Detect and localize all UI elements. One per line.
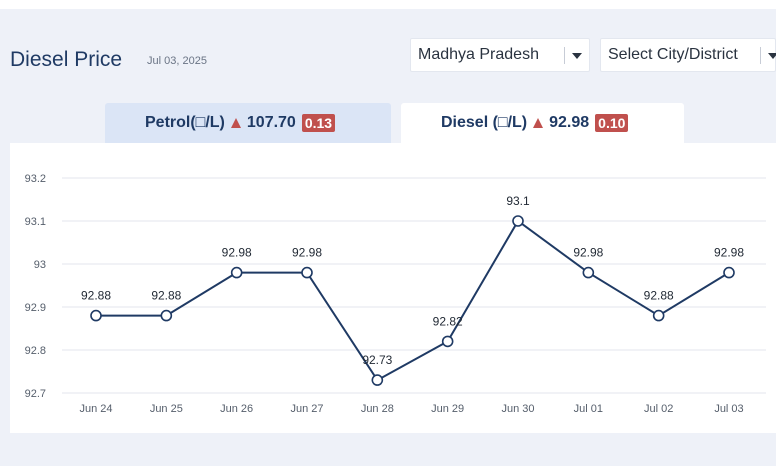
- x-tick-label: Jul 01: [574, 403, 603, 415]
- x-tick-label: Jun 28: [361, 403, 394, 415]
- y-tick-label: 92.8: [25, 345, 46, 357]
- x-tick-label: Jul 02: [644, 403, 673, 415]
- y-tick-label: 92.7: [25, 388, 46, 400]
- data-point: [301, 266, 313, 279]
- series-line: [96, 219, 730, 382]
- data-label: 92.73: [362, 353, 392, 367]
- x-tick-label: Jun 24: [79, 403, 112, 415]
- x-tick-label: Jun 29: [431, 403, 464, 415]
- data-label: 92.88: [81, 289, 111, 303]
- data-point: [441, 335, 454, 348]
- data-point: [582, 266, 595, 279]
- data-label: 93.1: [506, 194, 530, 208]
- data-point: [723, 266, 735, 279]
- tab-petrol-label: Petrol(□/L): [145, 114, 225, 131]
- data-label: 92.98: [222, 246, 252, 260]
- data-point: [512, 215, 524, 227]
- x-tick-label: Jul 03: [714, 403, 743, 415]
- x-tick-label: Jun 27: [290, 403, 323, 415]
- y-tick-label: 93: [34, 259, 46, 271]
- y-tick-label: 93.1: [25, 216, 46, 228]
- chevron-down-icon[interactable]: [768, 53, 776, 59]
- data-label: 92.88: [644, 289, 674, 303]
- data-label: 92.88: [151, 289, 181, 303]
- page-header: Diesel Price Jul 03, 2025 Madhya Pradesh…: [0, 22, 776, 102]
- tab-petrol-change-badge: 0.13: [301, 114, 336, 132]
- x-tick-label: Jun 25: [150, 403, 183, 415]
- tab-diesel-label: Diesel (□/L): [441, 114, 528, 131]
- data-point: [371, 374, 384, 386]
- page-date: Jul 03, 2025: [147, 55, 207, 67]
- data-point: [160, 309, 173, 322]
- data-label: 92.98: [292, 246, 322, 260]
- tab-petrol-price: 107.70: [246, 114, 296, 131]
- y-tick-label: 92.9: [25, 302, 46, 314]
- tab-diesel-change-badge: 0.10: [595, 114, 629, 132]
- city-select[interactable]: Select City/District: [600, 38, 776, 72]
- y-tick-label: 93.2: [25, 173, 46, 185]
- up-triangle-icon: [230, 118, 241, 128]
- city-select-separator: [760, 47, 761, 64]
- data-label: 92.98: [714, 246, 744, 260]
- tab-diesel[interactable]: Diesel (□/L) 92.98 0.10: [401, 103, 684, 143]
- chevron-down-icon[interactable]: [572, 53, 582, 59]
- price-line-chart: 92.7 92.8 92.9 93 93.1 93.2 Jun 24 Jun 25 Jun 26…: [25, 173, 766, 415]
- up-triangle-icon: [533, 118, 544, 128]
- data-point: [230, 266, 243, 279]
- data-label: 92.98: [573, 246, 603, 260]
- state-select-value: Madhya Pradesh: [418, 46, 539, 63]
- top-strip: [0, 0, 776, 9]
- x-tick-label: Jun 30: [501, 403, 534, 415]
- price-chart-card: 92.7 92.8 92.9 93 93.1 93.2 Jun 24 Jun 25 Jun 26…: [10, 143, 776, 433]
- state-select[interactable]: Madhya Pradesh: [410, 38, 590, 72]
- state-select-separator: [564, 47, 565, 64]
- tab-petrol[interactable]: Petrol(□/L) 107.70 0.13: [105, 103, 391, 143]
- tab-diesel-price: 92.98: [549, 114, 590, 131]
- data-label: 92.82: [433, 314, 463, 328]
- data-point: [652, 309, 665, 322]
- x-tick-label: Jun 26: [220, 403, 253, 415]
- page-title: Diesel Price: [10, 48, 123, 71]
- data-point: [90, 309, 102, 322]
- city-select-value: Select City/District: [608, 46, 738, 63]
